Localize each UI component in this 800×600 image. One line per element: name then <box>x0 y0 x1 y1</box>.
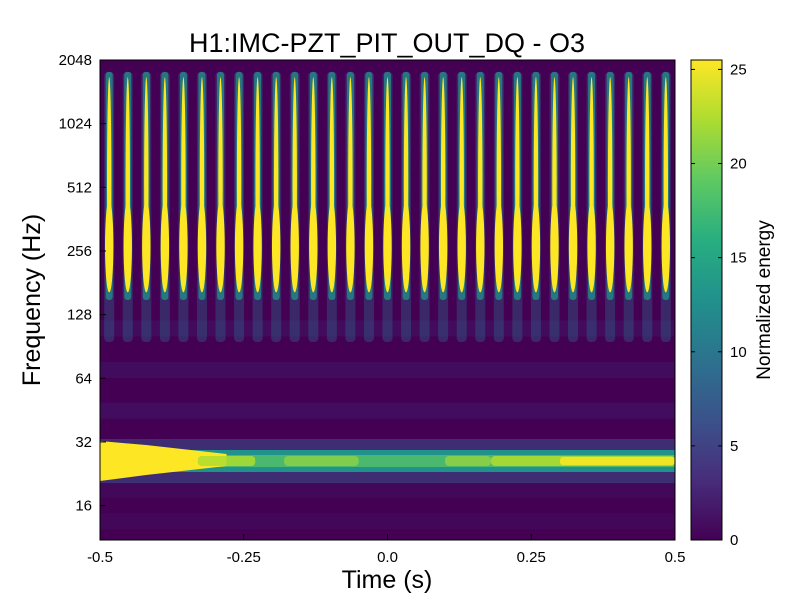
spike-column <box>623 71 634 343</box>
heatmap-layer <box>100 71 675 530</box>
y-tick-label: 256 <box>67 243 92 260</box>
spike-column <box>382 71 393 343</box>
spike-column <box>122 71 133 343</box>
spike-column <box>178 71 189 343</box>
spike-column <box>289 71 300 343</box>
spike-column <box>234 71 245 343</box>
colorbar-tick-label: 0 <box>730 532 738 549</box>
spike-column <box>642 71 653 343</box>
spike-column <box>493 71 504 343</box>
spike-column <box>141 71 152 343</box>
colorbar <box>690 59 723 541</box>
x-tick-label: 0.5 <box>665 549 686 566</box>
colorbar-tick-label: 10 <box>730 344 747 361</box>
spike-column <box>401 71 412 343</box>
spike-column <box>419 71 430 343</box>
y-axis-label: Frequency (Hz) <box>18 214 46 386</box>
spike-column <box>104 71 115 343</box>
background-band <box>100 320 675 337</box>
x-axis-label: Time (s) <box>342 566 433 594</box>
colorbar-tick-label: 25 <box>730 61 747 78</box>
x-tick-label: 0.25 <box>517 549 546 566</box>
colorbar-ticks: 0 5 10 15 20 25 <box>691 61 747 549</box>
spike-column <box>660 71 671 343</box>
spike-column <box>196 71 207 343</box>
background-band <box>100 513 675 530</box>
colorbar-tick-label: 15 <box>730 250 747 267</box>
spike-column <box>586 71 597 343</box>
y-tick-label: 16 <box>75 498 92 515</box>
y-tick-label: 64 <box>75 370 92 387</box>
background-band <box>100 402 675 419</box>
background-band <box>100 481 675 498</box>
x-axis-ticks: -0.5 -0.25 0.0 0.25 0.5 <box>87 534 685 566</box>
x-tick-label: -0.25 <box>227 549 261 566</box>
spike-column <box>363 71 374 343</box>
spike-column <box>271 71 282 343</box>
spike-column <box>215 71 226 343</box>
spike-column <box>308 71 319 343</box>
spike-column <box>326 71 337 343</box>
y-tick-label: 128 <box>67 307 92 324</box>
colorbar-label: Normalized energy <box>754 220 775 380</box>
colorbar-tick-label: 5 <box>730 438 738 455</box>
y-axis-ticks: 16 32 64 128 256 512 1024 2048 <box>59 52 106 515</box>
y-tick-label: 2048 <box>59 52 92 69</box>
x-tick-label: 0.0 <box>377 549 398 566</box>
spike-column <box>530 71 541 343</box>
spike-column <box>475 71 486 343</box>
y-tick-label: 1024 <box>59 116 92 133</box>
chart-title: H1:IMC-PZT_PIT_OUT_DQ - O3 <box>189 28 585 58</box>
y-tick-label: 32 <box>75 434 92 451</box>
x-tick-label: -0.5 <box>87 549 113 566</box>
low-frequency-line <box>100 439 675 484</box>
spike-column <box>549 71 560 343</box>
spike-column <box>605 71 616 343</box>
colorbar-tick-label: 20 <box>730 156 747 173</box>
spike-column <box>159 71 170 343</box>
spike-column <box>438 71 449 343</box>
y-tick-label: 512 <box>67 179 92 196</box>
spike-column <box>252 71 263 343</box>
spike-column <box>512 71 523 343</box>
spike-column <box>345 71 356 343</box>
spike-column <box>456 71 467 343</box>
spike-column <box>568 71 579 343</box>
background-band <box>100 362 675 379</box>
